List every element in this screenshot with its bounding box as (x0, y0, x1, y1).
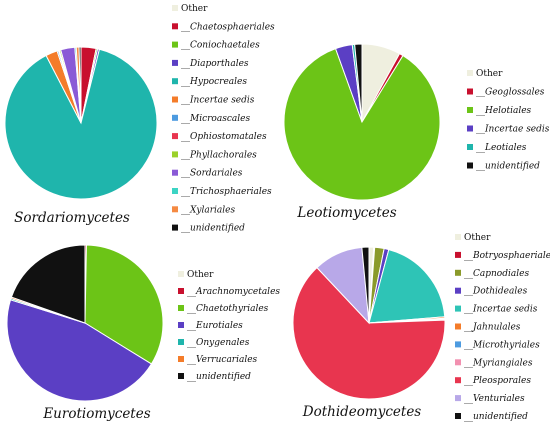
legend-swatch-capnodiales (455, 269, 461, 276)
legend-swatch-other (172, 5, 178, 11)
legend-label-verrucariales: __Verrucariales (187, 355, 258, 365)
pie-slice-helotiales (283, 47, 441, 201)
legend-label-chaetothyriales: __Chaetothyriales (187, 304, 269, 314)
legend-swatch-unidentified (172, 224, 178, 231)
legend-label-myriangiales: __Myriangiales (464, 358, 533, 368)
legend-swatch-botryosphaeriales (455, 251, 461, 258)
legend-label-hypocreales: __Hypocreales (181, 77, 247, 87)
legend-swatch-unidentified (455, 413, 461, 419)
legend-label-leotiales: __Leotiales (476, 143, 527, 153)
legend-swatch-microthyriales (455, 341, 461, 348)
pie-slice-unidentified (361, 246, 370, 324)
legend-label-unidentified: __unidentified (476, 162, 540, 172)
legend-swatch-microascales (172, 114, 178, 121)
legend-swatch-sordariales (172, 169, 178, 176)
legend-label-helotiales: __Helotiales (476, 106, 532, 116)
pie-slice-unidentified (354, 43, 363, 123)
pie-slice-unidentified (78, 46, 82, 124)
legend-swatch-phyllachorales (172, 151, 178, 158)
pie-slice-eurotiales (6, 299, 153, 402)
legend-label-jahnulales: __Jahnulales (464, 323, 521, 333)
legend-label-incertae-sedis: __Incertae sedis (181, 96, 255, 106)
legend-swatch-venturiales (455, 395, 461, 402)
legend-label-botryosphaeriales: __Botryosphaeriales (464, 251, 550, 261)
legend-label-coniochaetales: __Coniochaetales (181, 41, 260, 51)
legend-swatch-xylariales (172, 206, 178, 213)
legend-label-microthyriales: __Microthyriales (464, 340, 540, 350)
legend-label-other: Other (181, 4, 208, 14)
legend-label-other: Other (464, 233, 491, 243)
chart-title: Dothideomycetes (302, 404, 422, 420)
legend-label-ophiostomatales: __Ophiostomatales (181, 132, 267, 142)
pie-chart-sordariomycetes: Other __Chaetosphaeriales __Coniochaetales… (4, 4, 275, 234)
legend-label-phyllachorales: __Phyllachorales (181, 150, 257, 160)
legend-label-incertae-sedis: __Incertae sedis (464, 305, 538, 315)
legend-label-venturiales: __Venturiales (464, 394, 525, 404)
legend-label-sordariales: __Sordariales (181, 169, 243, 179)
legend-swatch-diaporthales (172, 59, 178, 66)
legend-label-other: Other (187, 270, 214, 280)
legend-label-chaetosphaeriales: __Chaetosphaeriales (181, 22, 275, 32)
legend-label-dothideales: __Dothideales (464, 287, 528, 297)
legend-swatch-dothideales (455, 287, 461, 294)
legend-swatch-incertae-sedis (467, 125, 473, 132)
legend-label-xylariales: __Xylariales (181, 205, 235, 215)
legend-swatch-helotiales (467, 107, 473, 113)
legend-label-microascales: __Microascales (181, 114, 250, 124)
legend-swatch-incertae-sedis (455, 305, 461, 312)
legend-swatch-leotiales (467, 144, 473, 150)
legend-swatch-eurotiales (178, 322, 184, 328)
legend-swatch-unidentified (467, 162, 473, 169)
legend-label-pleosporales: __Pleosporales (464, 376, 531, 386)
legend-label-unidentified: __unidentified (464, 412, 528, 422)
legend-swatch-ophiostomatales (172, 133, 178, 140)
legend-swatch-chaetosphaeriales (172, 23, 178, 30)
pie-slice-incertae-sedis (368, 249, 446, 324)
legend-swatch-jahnulales (455, 323, 461, 330)
pie-slice-unidentified (10, 244, 86, 324)
pie-slice-hypocreales (4, 48, 158, 200)
legend-label-trichosphaeriales: __Trichosphaeriales (181, 187, 272, 197)
legend-swatch-other (178, 271, 184, 277)
legend-label-geoglossales: __Geoglossales (476, 88, 545, 98)
legend-label-incertae-sedis: __Incertae sedis (476, 125, 550, 135)
chart-title: Leotiomycetes (296, 205, 396, 221)
legend-swatch-verrucariales (178, 356, 184, 362)
legend-swatch-pleosporales (455, 377, 461, 384)
legend-swatch-incertae-sedis (172, 96, 178, 103)
legend-swatch-geoglossales (467, 88, 473, 95)
legend-label-arachnomycetales: __Arachnomycetales (187, 287, 280, 297)
legend-swatch-arachnomycetales (178, 288, 184, 294)
legend-label-onygenales: __Onygenales (187, 338, 250, 348)
chart-title: Sordariomycetes (14, 210, 130, 226)
legend-swatch-chaetothyriales (178, 305, 184, 311)
legend-swatch-hypocreales (172, 78, 178, 85)
legend-swatch-onygenales (178, 339, 184, 345)
legend-swatch-coniochaetales (172, 41, 178, 48)
legend-swatch-other (455, 234, 461, 240)
legend-label-diaporthales: __Diaporthales (181, 59, 249, 69)
pie-chart-eurotiomycetes: Other __Arachnomycetales __Chaetothyriales… (6, 244, 280, 422)
legend-label-unidentified: __unidentified (181, 224, 245, 234)
legend-label-capnodiales: __Capnodiales (464, 269, 529, 279)
legend-swatch-unidentified (178, 373, 184, 379)
legend-label-unidentified: __unidentified (187, 372, 251, 382)
pie-slice-pleosporales (292, 266, 446, 400)
legend-swatch-other (467, 70, 473, 76)
legend-label-other: Other (476, 69, 503, 79)
chart-title: Eurotiomycetes (42, 406, 150, 422)
pie-chart-leotiomycetes: Other __Geoglossales __Helotiales __Incerta… (283, 43, 550, 221)
legend-swatch-trichosphaeriales (172, 188, 178, 194)
legend-swatch-myriangiales (455, 359, 461, 366)
pie-chart-dothideomycetes: Other __Botryosphaeriales __Capnodiales __D… (292, 233, 550, 422)
legend-label-eurotiales: __Eurotiales (187, 321, 243, 331)
pie-slice-chaetothyriales (84, 244, 164, 365)
